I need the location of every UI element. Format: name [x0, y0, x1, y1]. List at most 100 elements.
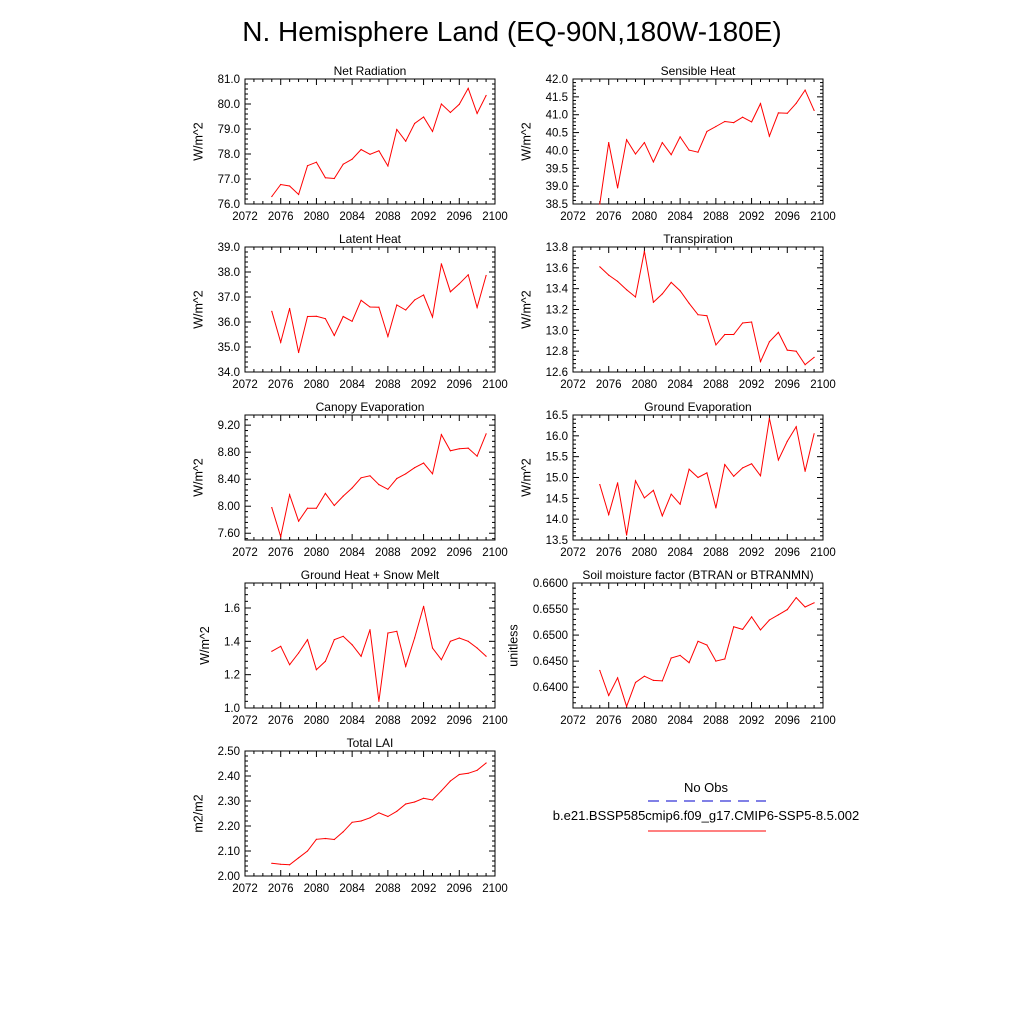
panel-title: Latent Heat	[339, 232, 402, 246]
x-tick-label: 2080	[304, 211, 330, 223]
data-point	[458, 448, 460, 450]
x-tick-label: 2092	[411, 379, 437, 391]
y-tick-label: 41.5	[546, 92, 568, 104]
data-point	[634, 681, 637, 684]
y-axis-label: W/m^2	[520, 458, 534, 497]
data-point	[608, 694, 610, 697]
y-axis-label: W/m^2	[198, 626, 212, 665]
data-point	[360, 148, 362, 151]
y-axis-label: m2/m2	[192, 794, 206, 832]
x-tick-label: 2084	[667, 379, 693, 391]
x-tick-label: 2080	[304, 715, 330, 727]
series-line	[271, 87, 487, 197]
x-tick-label: 2076	[268, 547, 294, 559]
x-tick-label: 2092	[739, 547, 765, 559]
data-point	[742, 116, 744, 118]
panel-title: Ground Evaporation	[644, 400, 751, 414]
x-tick-label: 2080	[304, 379, 330, 391]
data-point	[306, 315, 309, 318]
data-point	[679, 136, 681, 138]
x-tick-label: 2100	[810, 211, 836, 223]
data-point	[813, 433, 815, 435]
y-tick-label: 34.0	[218, 367, 240, 379]
data-point	[280, 863, 282, 865]
data-point	[396, 477, 398, 480]
x-tick-label: 2080	[304, 547, 330, 559]
data-point	[306, 507, 309, 509]
panel-title: Transpiration	[663, 232, 733, 246]
data-point	[405, 473, 407, 475]
data-point	[342, 635, 344, 637]
data-point	[759, 475, 762, 477]
data-point	[271, 195, 273, 198]
data-point	[795, 426, 797, 428]
data-point	[742, 467, 744, 469]
data-point	[652, 489, 655, 491]
data-point	[298, 351, 300, 354]
x-tick-label: 2092	[739, 379, 765, 391]
data-point	[467, 274, 469, 276]
panel-5: Canopy Evaporation 2072 2076 2080 2084 2088 20…	[192, 400, 508, 559]
data-point	[777, 459, 780, 461]
data-point	[751, 321, 753, 323]
data-point	[369, 475, 371, 477]
data-point	[476, 455, 478, 457]
data-point	[360, 477, 362, 479]
data-point	[670, 281, 672, 283]
y-tick-label: 42.0	[546, 74, 568, 86]
data-point	[599, 203, 601, 205]
y-tick-label: 39.0	[218, 242, 240, 254]
x-tick-label: 2080	[632, 211, 658, 223]
data-point	[476, 769, 478, 771]
x-tick-label: 2088	[703, 379, 729, 391]
data-point	[795, 102, 797, 104]
x-tick-label: 2088	[703, 211, 729, 223]
y-tick-label: 78.0	[218, 149, 240, 161]
data-point	[440, 434, 442, 436]
series-line	[599, 251, 815, 366]
y-tick-label: 2.00	[218, 871, 240, 883]
plot-frame	[572, 246, 824, 373]
y-tick-label: 1.2	[224, 670, 240, 682]
x-tick-label: 2084	[339, 379, 365, 391]
data-point	[298, 193, 300, 196]
y-tick-label: 13.6	[546, 263, 568, 275]
x-tick-label: 2072	[232, 547, 258, 559]
data-point	[626, 139, 628, 141]
data-point	[369, 153, 371, 155]
data-point	[697, 476, 699, 479]
data-point	[306, 165, 309, 167]
data-point	[476, 112, 478, 115]
data-point	[768, 619, 771, 621]
data-point	[485, 94, 487, 97]
panel-title: Total LAI	[347, 736, 394, 750]
data-point	[315, 507, 317, 509]
data-point	[458, 773, 460, 776]
x-tick-label: 2076	[268, 883, 294, 895]
data-point	[280, 183, 282, 186]
data-point	[405, 309, 407, 311]
x-tick-label: 2100	[482, 379, 508, 391]
data-point	[661, 142, 663, 144]
data-point	[485, 274, 487, 277]
data-point	[661, 515, 663, 517]
data-point	[617, 280, 619, 282]
data-point	[289, 494, 291, 496]
data-point	[414, 637, 416, 639]
data-point	[378, 812, 380, 814]
x-tick-label: 2096	[446, 547, 472, 559]
data-point	[378, 484, 380, 486]
data-point	[643, 142, 646, 144]
x-tick-label: 2076	[268, 211, 294, 223]
y-tick-label: 81.0	[218, 74, 240, 86]
data-point	[697, 314, 699, 316]
y-tick-label: 15.0	[546, 473, 568, 485]
data-point	[351, 320, 353, 322]
y-tick-label: 12.6	[546, 367, 568, 379]
data-point	[679, 654, 681, 657]
data-point	[369, 306, 371, 308]
y-tick-label: 38.5	[546, 199, 568, 211]
x-tick-label: 2092	[411, 715, 437, 727]
x-tick-label: 2100	[810, 547, 836, 559]
data-point	[599, 484, 601, 486]
